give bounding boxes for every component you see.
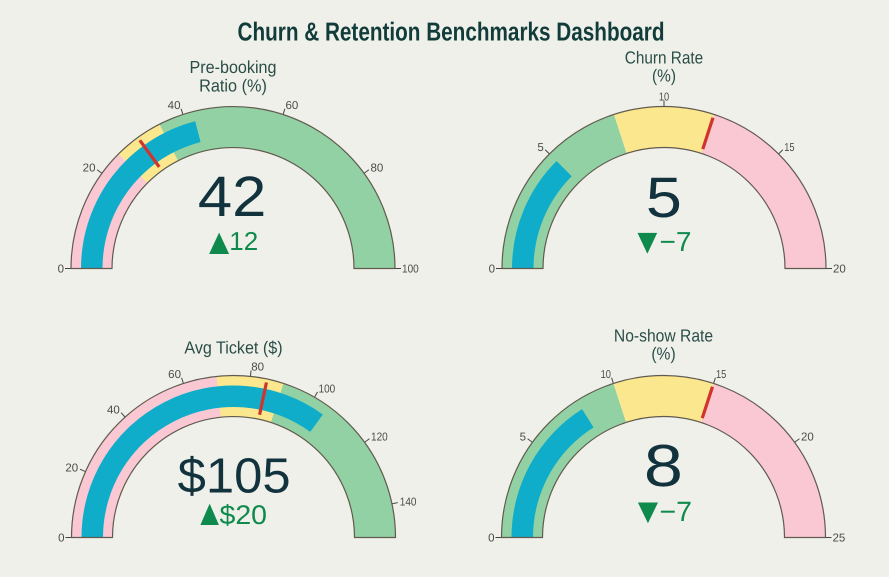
svg-text:$105: $105 [178, 448, 291, 503]
svg-text:Ratio (%): Ratio (%) [199, 76, 267, 96]
svg-text:$20: $20 [220, 500, 268, 530]
svg-text:(%): (%) [652, 66, 676, 86]
svg-text:15: 15 [784, 142, 794, 154]
svg-text:40: 40 [168, 100, 181, 112]
svg-text:12: 12 [229, 226, 258, 256]
svg-text:−7: −7 [660, 226, 692, 257]
svg-text:0: 0 [489, 263, 495, 275]
svg-text:80: 80 [251, 361, 264, 373]
svg-text:0: 0 [488, 532, 494, 544]
svg-text:0: 0 [58, 263, 64, 275]
svg-text:20: 20 [833, 263, 846, 275]
svg-text:Pre-booking: Pre-booking [190, 57, 277, 77]
svg-text:5: 5 [537, 142, 543, 154]
svg-text:Churn Rate: Churn Rate [625, 47, 703, 67]
svg-text:10: 10 [659, 92, 669, 104]
svg-text:No-show Rate: No-show Rate [614, 325, 713, 345]
svg-text:20: 20 [801, 431, 814, 443]
svg-text:40: 40 [107, 405, 120, 417]
svg-text:Avg Ticket ($): Avg Ticket ($) [184, 337, 282, 357]
svg-text:10: 10 [601, 369, 611, 381]
svg-text:5: 5 [520, 431, 526, 443]
svg-text:60: 60 [168, 369, 181, 381]
svg-text:5: 5 [646, 166, 682, 230]
svg-text:8: 8 [644, 432, 683, 499]
svg-text:80: 80 [371, 162, 384, 174]
svg-text:140: 140 [400, 497, 417, 509]
svg-text:100: 100 [402, 263, 419, 275]
svg-text:(%): (%) [651, 344, 675, 364]
svg-text:25: 25 [833, 532, 846, 544]
svg-text:15: 15 [716, 369, 726, 381]
svg-text:100: 100 [319, 384, 336, 396]
svg-text:60: 60 [286, 100, 299, 112]
svg-text:20: 20 [65, 462, 78, 474]
svg-text:0: 0 [58, 532, 64, 544]
svg-text:120: 120 [371, 431, 388, 443]
svg-text:42: 42 [198, 165, 267, 229]
svg-text:Churn & Retention Benchmarks D: Churn & Retention Benchmarks Dashboard [238, 17, 665, 47]
svg-text:−7: −7 [660, 496, 693, 527]
svg-text:20: 20 [83, 162, 96, 174]
